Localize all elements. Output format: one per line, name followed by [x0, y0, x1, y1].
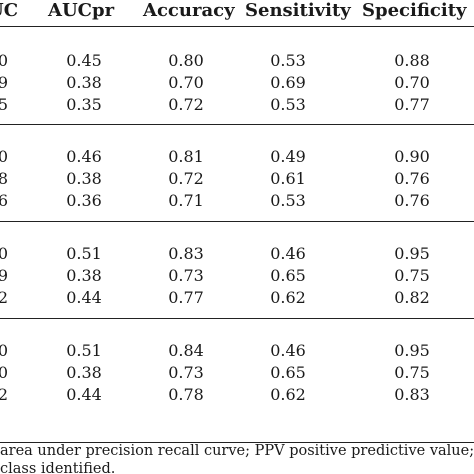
table-cell: 2: [0, 288, 8, 307]
table-cell: 0.95: [394, 244, 430, 263]
table-cell: 9: [0, 73, 8, 92]
table-cell: 0.38: [66, 169, 102, 188]
table-cell: 0.83: [168, 244, 204, 263]
table-cell: 6: [0, 191, 8, 210]
table-cell: 0.62: [270, 288, 306, 307]
table-cell: 0.70: [394, 73, 430, 92]
table-cell: 0.46: [66, 147, 102, 166]
table-cell: 0.61: [270, 169, 306, 188]
table-cell: 0.95: [394, 341, 430, 360]
table-cell: 0: [0, 363, 8, 382]
table-cell: 0.45: [66, 51, 102, 70]
table-cell: 0.69: [270, 73, 306, 92]
footnote-line-2: class identified.: [0, 461, 116, 474]
table-cell: 0: [0, 51, 8, 70]
table-cell: 0.36: [66, 191, 102, 210]
table-cell: 0: [0, 341, 8, 360]
table-cell: 0.84: [168, 341, 204, 360]
table-cell: 0.77: [394, 95, 430, 114]
header-accuracy: Accuracy: [143, 0, 235, 21]
table-cell: 9: [0, 266, 8, 285]
table-cell: 0.38: [66, 266, 102, 285]
table-cell: 0.51: [66, 244, 102, 263]
table-cell: 5: [0, 95, 8, 114]
footer-rule: [0, 442, 474, 443]
table-cell: 8: [0, 169, 8, 188]
table-cell: 0.88: [394, 51, 430, 70]
table-cell: 0.73: [168, 363, 204, 382]
table-cell: 0.53: [270, 95, 306, 114]
table-cell: 0.75: [394, 363, 430, 382]
table-cell: 0: [0, 244, 8, 263]
table-cell: 0.35: [66, 95, 102, 114]
table-cell: 0.81: [168, 147, 204, 166]
table-cell: 0.72: [168, 169, 204, 188]
table-cell: 0.38: [66, 363, 102, 382]
footnote-line-1: area under precision recall curve; PPV p…: [0, 443, 474, 459]
table-cell: 0.53: [270, 191, 306, 210]
table-cell: 0.46: [270, 341, 306, 360]
header-sensitivity: Sensitivity: [245, 0, 351, 21]
table-cell: 0.80: [168, 51, 204, 70]
table-cell: 0.82: [394, 288, 430, 307]
table-cell: 0.83: [394, 385, 430, 404]
table-cell: 0.46: [270, 244, 306, 263]
table-cell: 0.73: [168, 266, 204, 285]
table-cell: 0.62: [270, 385, 306, 404]
table-cell: 2: [0, 385, 8, 404]
table-cell: 0.51: [66, 341, 102, 360]
table-cell: 0.38: [66, 73, 102, 92]
table-cell: 0.75: [394, 266, 430, 285]
group-separator-rule: [0, 221, 474, 222]
table-cell: 0.65: [270, 266, 306, 285]
table-cell: 0.77: [168, 288, 204, 307]
table-cell: 0.49: [270, 147, 306, 166]
table-cell: 0.53: [270, 51, 306, 70]
table-cell: 0.65: [270, 363, 306, 382]
group-separator-rule: [0, 318, 474, 319]
header-specificity: Specificity: [362, 0, 467, 21]
header-rule: [0, 26, 474, 27]
table-cell: 0.90: [394, 147, 430, 166]
table-cell: 0.76: [394, 169, 430, 188]
header-aucpr: AUCpr: [48, 0, 115, 21]
table-cell: 0.72: [168, 95, 204, 114]
header-auc: UC: [0, 0, 19, 21]
table-cell: 0: [0, 147, 8, 166]
table-cell: 0.76: [394, 191, 430, 210]
table-cell: 0.44: [66, 288, 102, 307]
table-cell: 0.70: [168, 73, 204, 92]
table-cell: 0.78: [168, 385, 204, 404]
group-separator-rule: [0, 124, 474, 125]
table-cell: 0.71: [168, 191, 204, 210]
table-cell: 0.44: [66, 385, 102, 404]
